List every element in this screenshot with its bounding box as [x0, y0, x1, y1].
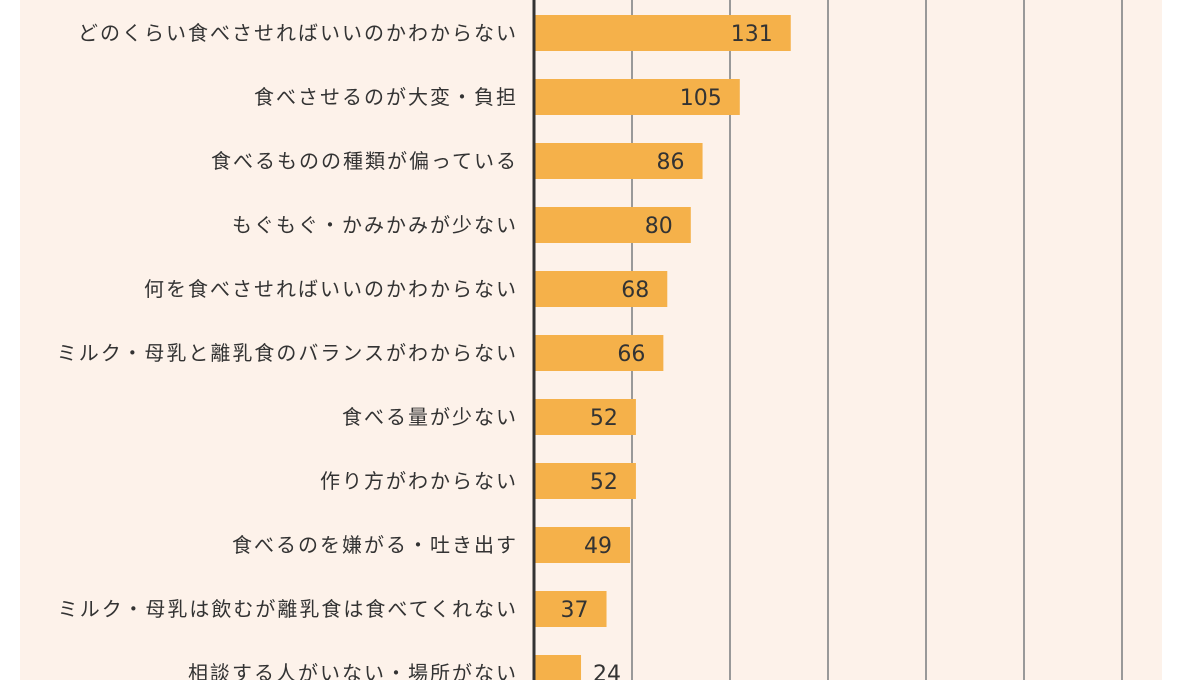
bar-11 — [534, 655, 582, 680]
bar-9 — [534, 527, 631, 563]
bars: どのくらい食べさせればいいのかわからない 131 食べさせるのが大変・負担 105 食べ… — [57, 15, 791, 680]
value-label-8: 52 — [590, 470, 618, 495]
bar-3 — [534, 143, 703, 179]
value-label-5: 68 — [621, 278, 649, 303]
bar-1 — [534, 15, 791, 51]
category-label-7: 食べる量が少ない — [342, 405, 518, 429]
chart-area: どのくらい食べさせればいいのかわからない 131 食べさせるのが大変・負担 105 食べ… — [20, 0, 1162, 680]
bar-2 — [534, 79, 740, 115]
category-label-9: 食べるのを嫌がる・吐き出す — [232, 533, 518, 557]
category-label-3: 食べるものの種類が偏っている — [211, 149, 518, 173]
bar-6 — [534, 335, 664, 371]
value-label-4: 80 — [645, 214, 673, 239]
bar-7 — [534, 399, 636, 435]
value-label-10: 37 — [561, 598, 589, 623]
value-label-6: 66 — [617, 342, 645, 367]
bar-8 — [534, 463, 636, 499]
category-label-5: 何を食べさせればいいのかわからない — [144, 277, 518, 301]
value-label-1: 131 — [731, 22, 773, 47]
category-label-10: ミルク・母乳は飲むが離乳食は食べてくれない — [58, 597, 518, 621]
bar-4 — [534, 207, 691, 243]
value-label-3: 86 — [657, 150, 685, 175]
category-label-6: ミルク・母乳と離乳食のバランスがわからない — [57, 341, 518, 365]
category-label-4: もぐもぐ・かみかみが少ない — [232, 213, 518, 237]
bar-chart: どのくらい食べさせればいいのかわからない 131 食べさせるのが大変・負担 105 食べ… — [57, 0, 1123, 680]
bar-10 — [534, 591, 607, 627]
category-label-1: どのくらい食べさせればいいのかわからない — [78, 21, 518, 45]
value-label-7: 52 — [590, 406, 618, 431]
category-label-11: 相談する人がいない・場所がない — [188, 661, 518, 680]
value-label-9: 49 — [584, 534, 612, 559]
category-label-2: 食べさせるのが大変・負担 — [254, 85, 518, 109]
category-label-8: 作り方がわからない — [320, 469, 518, 493]
value-label-2: 105 — [680, 86, 722, 111]
bar-5 — [534, 271, 668, 307]
value-label-11: 24 — [593, 662, 621, 680]
